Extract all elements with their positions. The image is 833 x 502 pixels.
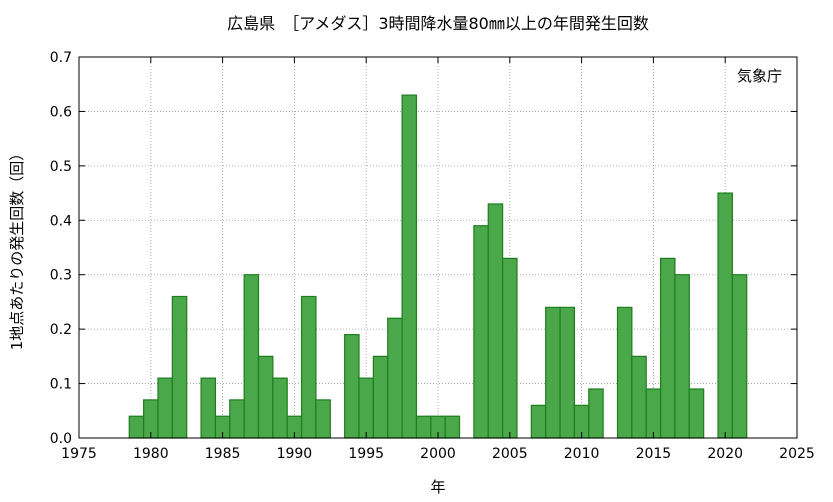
bar-2016 [659, 257, 676, 439]
bar-1999 [415, 415, 432, 439]
bar-series [128, 94, 748, 439]
x-tick-label: 2005 [492, 446, 528, 462]
bar-1982 [171, 295, 188, 439]
bar-2001 [444, 415, 461, 439]
x-tick-label: 1985 [205, 446, 241, 462]
bar-1987 [243, 274, 260, 439]
bar-1992 [315, 399, 331, 439]
x-tick-label: 2000 [420, 446, 456, 462]
bar-1996 [372, 355, 389, 439]
bar-2018 [688, 388, 705, 439]
bar-2003 [473, 225, 489, 439]
y-tick-label: 0.5 [50, 159, 72, 175]
x-tick-label: 2015 [636, 446, 672, 462]
y-tick-label: 0.2 [50, 322, 72, 338]
bar-2011 [588, 388, 604, 439]
bar-1984 [200, 377, 217, 439]
y-tick-label: 0.0 [50, 431, 72, 447]
bar-1979 [128, 415, 145, 439]
bar-2008 [545, 306, 561, 439]
bar-2013 [616, 306, 633, 439]
bar-1997 [387, 317, 403, 439]
x-tick-label: 1990 [277, 446, 313, 462]
bar-1988 [257, 355, 274, 439]
bar-2007 [530, 404, 547, 439]
x-tick-label: 1980 [133, 446, 169, 462]
bar-2020 [717, 192, 733, 439]
bar-2014 [631, 355, 647, 439]
bar-1994 [344, 333, 360, 439]
bar-1995 [358, 377, 374, 439]
y-tick-label: 0.1 [50, 377, 72, 393]
x-tick-label: 2025 [779, 446, 815, 462]
bar-1989 [272, 377, 288, 439]
y-tick-label: 0.3 [50, 268, 72, 284]
bar-2009 [559, 306, 576, 439]
bar-2015 [645, 388, 662, 439]
grid-lines [79, 57, 797, 438]
y-tick-label: 0.6 [50, 104, 72, 120]
bar-1998 [401, 94, 418, 439]
x-tick-label: 2010 [564, 446, 600, 462]
bar-2017 [674, 274, 690, 439]
x-tick-label: 1995 [348, 446, 384, 462]
y-tick-label: 0.7 [50, 50, 72, 66]
y-axis-label: 1地点あたりの発生回数（回） [8, 146, 26, 351]
bar-2021 [731, 274, 748, 439]
chart-title: 広島県 ［アメダス］3時間降水量80㎜以上の年間発生回数 [227, 14, 649, 33]
y-tick-label: 0.4 [50, 213, 72, 229]
x-tick-label: 2020 [707, 446, 743, 462]
bar-1986 [229, 399, 245, 439]
source-annotation: 気象庁 [737, 67, 782, 85]
bar-1991 [300, 295, 317, 439]
bar-2004 [487, 203, 504, 439]
axis-ticks: 1975 1980 1985 1990 1995 2000 2005 2010 2015 2020… [50, 50, 815, 462]
x-tick-label: 1975 [61, 446, 97, 462]
bar-1981 [157, 377, 173, 439]
bar-2005 [502, 257, 518, 439]
x-axis-label: 年 [430, 478, 445, 496]
